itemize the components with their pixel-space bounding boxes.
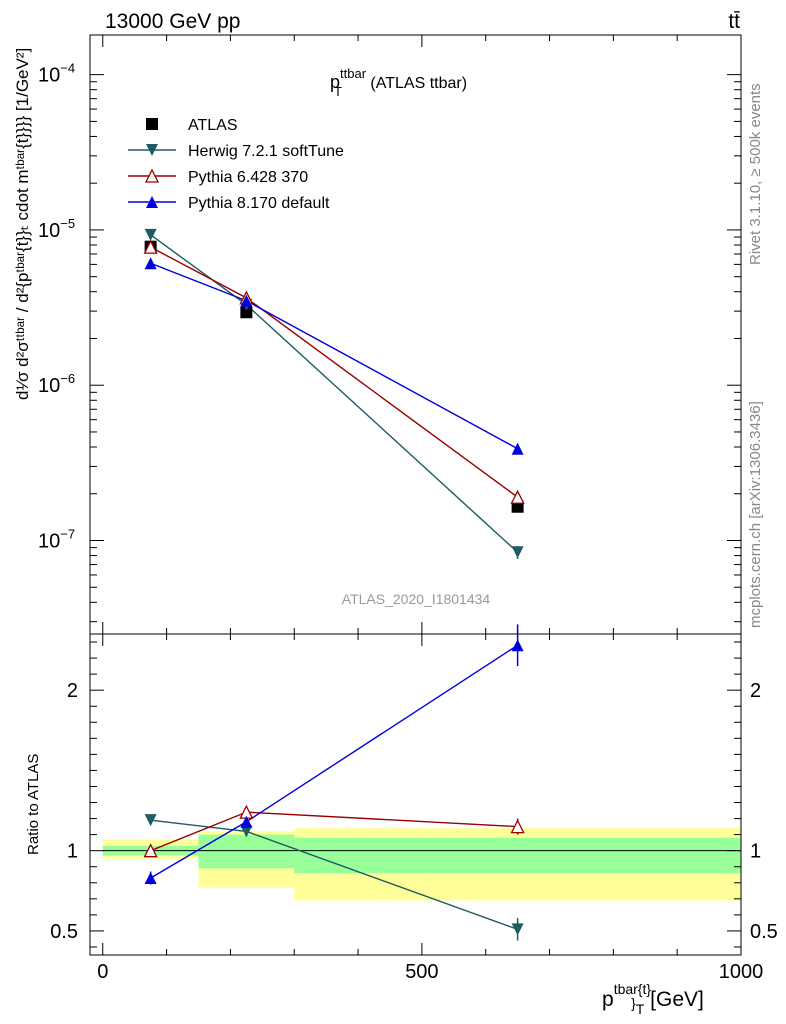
legend-marker [146, 196, 158, 208]
ratio-y-tick-label-right: 1 [750, 841, 761, 863]
ratio-y-tick-label: 2 [67, 680, 78, 702]
data-point [144, 228, 157, 241]
main-y-tick-label: 10−6 [38, 371, 75, 397]
x-tick-label: 1000 [719, 961, 764, 983]
ratio-data-point [144, 814, 157, 827]
ratio-y-axis-label: Ratio to ATLAS [25, 754, 42, 855]
ratio-data-point [240, 825, 253, 838]
ratio-data-point [511, 923, 524, 936]
uncertainty-band-green [198, 834, 295, 869]
data-point [240, 294, 253, 307]
legend-marker [146, 144, 158, 156]
legend-marker [146, 118, 158, 130]
ratio-data-point [143, 843, 158, 858]
ratio-panel-series [143, 624, 525, 941]
ratio-panel-axes: 0.5 0.5 1 1 2 2 0 500 1000 [50, 633, 778, 983]
ratio-data-point [510, 819, 525, 834]
mcplots-label: mcplots.cern.ch [arXiv:1306.3436] [747, 401, 764, 628]
ratio-data-point [240, 815, 253, 828]
process-label: tt̄ [728, 10, 740, 33]
legend-label: Herwig 7.2.1 softTune [188, 143, 344, 160]
rivet-label: Rivet 3.1.10, ≥ 500k events [747, 83, 764, 265]
data-point [510, 489, 525, 504]
x-axis-label: ptbar{t}}T [GeV] [602, 981, 704, 1017]
data-point [143, 239, 158, 254]
legend-label: ATLAS [188, 117, 238, 134]
legend-label: Pythia 6.428 370 [188, 169, 308, 186]
plot-title: pttbar T (ATLAS ttbar) [330, 66, 467, 99]
energy-label: 13000 GeV pp [105, 10, 240, 33]
uncertainty-band-green [294, 837, 741, 874]
legend-marker [144, 168, 160, 183]
ratio-data-point [511, 639, 524, 652]
data-point [511, 442, 524, 455]
series-line [150, 262, 518, 450]
x-tick-label: 0 [97, 961, 108, 983]
legend-label: Pythia 8.170 default [188, 195, 330, 212]
main-panel-series [143, 228, 525, 560]
x-tick-label: 500 [405, 961, 438, 983]
analysis-watermark: ATLAS_2020_I1801434 [342, 591, 491, 607]
ratio-y-tick-label-right: 2 [750, 680, 761, 702]
data-point [144, 257, 157, 270]
data-point [240, 306, 253, 319]
main-y-tick-label: 10−5 [38, 216, 75, 242]
ratio-y-tick-label-right: 0.5 [750, 921, 778, 943]
ratio-panel-frame [89, 633, 742, 956]
main-y-tick-label: 10−7 [38, 527, 75, 553]
main-y-tick-label: 10−4 [38, 61, 75, 87]
data-point [511, 546, 524, 559]
main-y-axis-label: d¹⁄σ d²σᵗᵗᵇᵃʳ / d²{pᵗᵇᵃʳ{t}}ₜ cdot mᵗᵇᵃʳ… [13, 48, 32, 400]
ratio-panel-bands [102, 828, 741, 901]
ratio-data-point [144, 871, 157, 884]
series-line [150, 234, 519, 553]
legend: ATLAS Herwig 7.2.1 softTune Pythia 6.428 3… [128, 117, 344, 212]
ratio-y-tick-label: 1 [67, 841, 78, 863]
main-panel-axes: 10−4 10−5 10−6 10−7 [38, 34, 742, 635]
ratio-y-tick-label: 0.5 [50, 921, 78, 943]
